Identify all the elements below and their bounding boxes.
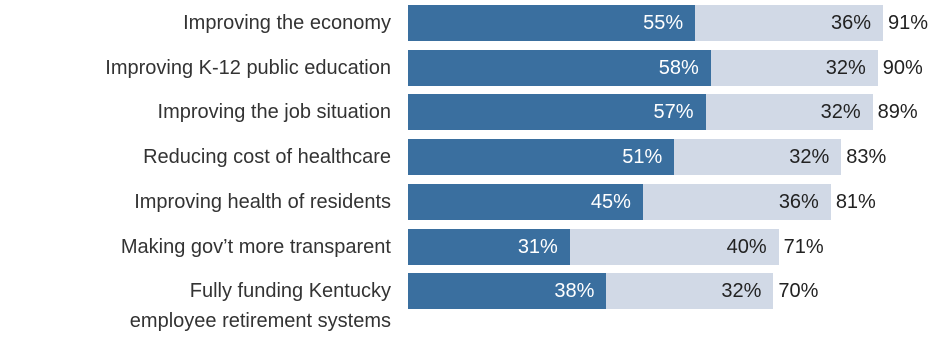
segment-light-value-label: 32% (789, 139, 829, 175)
total-value-label: 90% (883, 50, 923, 86)
segment-dark-value-label: 58% (659, 50, 699, 86)
segment-light-value-label: 36% (831, 5, 871, 41)
segment-dark-value-label: 31% (518, 229, 558, 265)
segment-light-value-label: 40% (727, 229, 767, 265)
category-label: Reducing cost of healthcare (0, 144, 391, 170)
segment-light-value-label: 32% (826, 50, 866, 86)
segment-light-value-label: 32% (721, 273, 761, 309)
category-label: employee retirement systems (0, 308, 391, 334)
category-label: Fully funding Kentucky (0, 278, 391, 304)
total-value-label: 83% (846, 139, 886, 175)
total-value-label: 91% (888, 5, 928, 41)
category-label: Improving health of residents (0, 189, 391, 215)
segment-dark-value-label: 55% (643, 5, 683, 41)
segment-dark-value-label: 51% (622, 139, 662, 175)
segment-light-value-label: 36% (779, 184, 819, 220)
segment-dark-value-label: 57% (654, 94, 694, 130)
total-value-label: 71% (784, 229, 824, 265)
segment-light-value-label: 32% (821, 94, 861, 130)
segment-dark-value-label: 38% (554, 273, 594, 309)
total-value-label: 81% (836, 184, 876, 220)
segment-dark-value-label: 45% (591, 184, 631, 220)
total-value-label: 70% (778, 273, 818, 309)
category-label: Improving K-12 public education (0, 55, 391, 81)
category-label: Improving the economy (0, 10, 391, 36)
category-label: Improving the job situation (0, 99, 391, 125)
category-label: Making gov’t more transparent (0, 234, 391, 260)
total-value-label: 89% (878, 94, 918, 130)
